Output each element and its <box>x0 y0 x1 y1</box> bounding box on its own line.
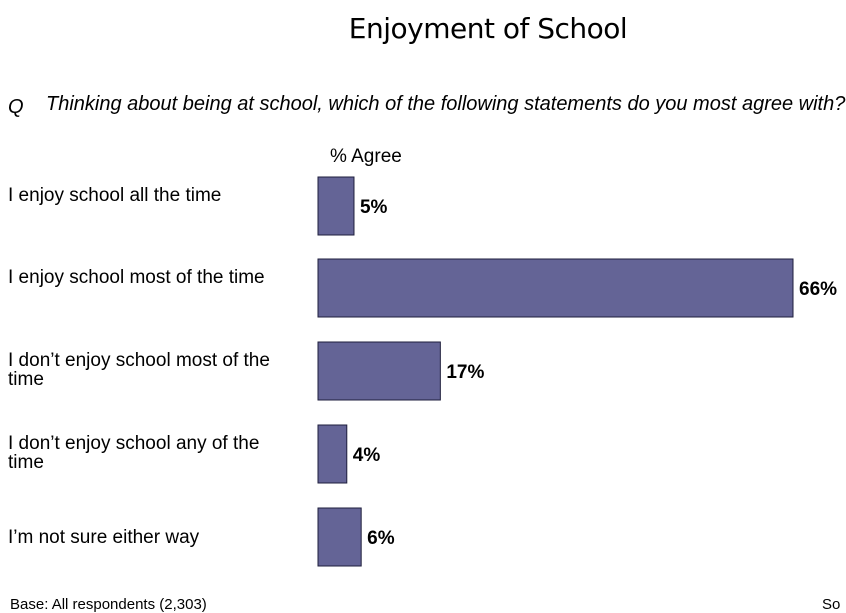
value-label: 66% <box>799 279 837 300</box>
category-label: I enjoy school most of the time <box>8 267 265 288</box>
bar <box>317 176 355 236</box>
bar <box>317 507 362 567</box>
bar <box>317 258 794 318</box>
category-label: I enjoy school all the time <box>8 185 222 206</box>
value-label: 6% <box>367 528 395 549</box>
bar <box>317 424 348 484</box>
base-note: Base: All respondents (2,303) <box>10 596 207 613</box>
bar <box>317 341 441 401</box>
value-label: 17% <box>446 362 484 383</box>
value-label: 4% <box>353 445 381 466</box>
chart-title: Enjoyment of School <box>348 12 628 45</box>
source-note: So <box>822 596 841 613</box>
value-label: 5% <box>360 197 388 218</box>
question-marker: Q <box>8 96 24 118</box>
question-text: Thinking about being at school, which of… <box>46 93 846 115</box>
category-label: I’m not sure either way <box>8 527 200 548</box>
measure-label: % Agree <box>330 146 402 167</box>
category-label: I don’t enjoy school most of the time <box>8 350 270 390</box>
category-label: I don’t enjoy school any of the time <box>8 433 260 473</box>
